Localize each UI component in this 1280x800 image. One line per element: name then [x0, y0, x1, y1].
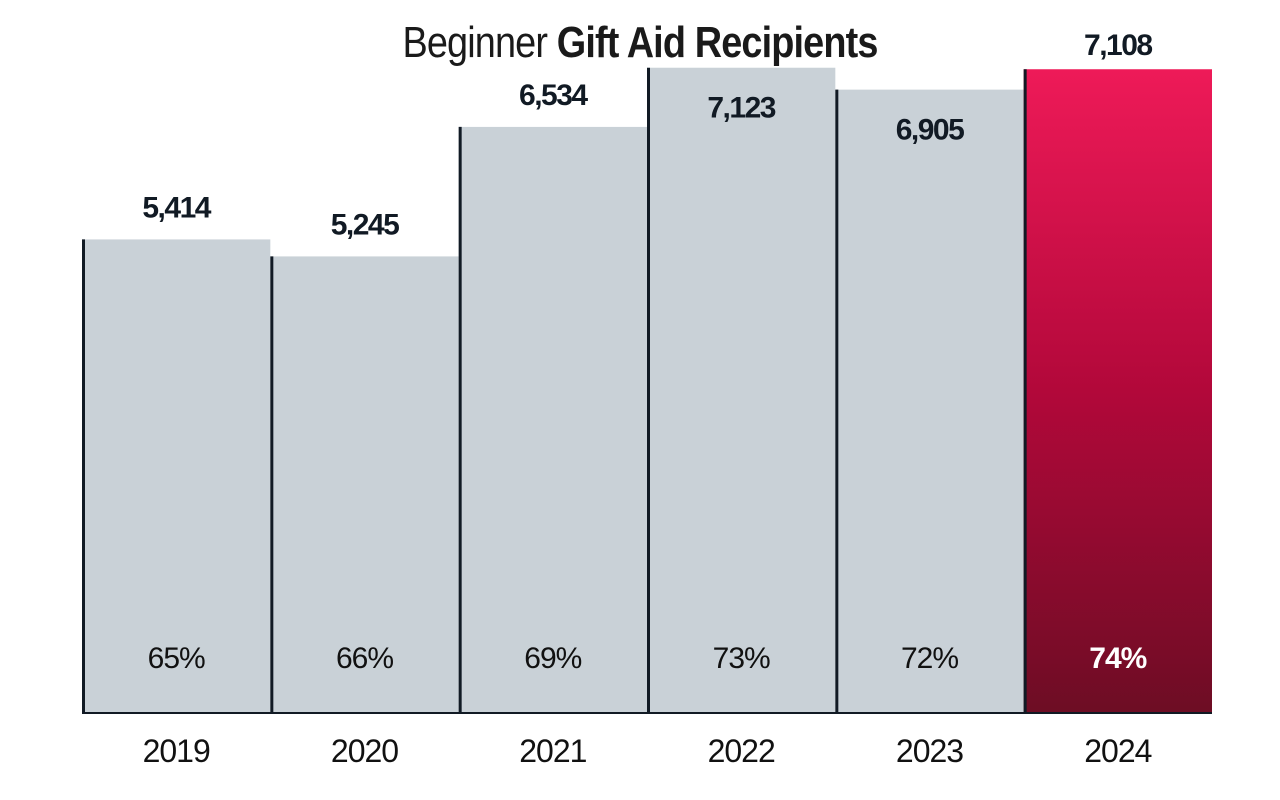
title-main: Gift Aid Recipients: [556, 18, 879, 67]
value-label: 6,534: [519, 79, 588, 112]
percent-label: 72%: [901, 642, 958, 675]
percent-label: 65%: [148, 642, 205, 675]
percent-label: 74%: [1089, 642, 1146, 675]
x-tick-label: 2024: [1084, 733, 1151, 769]
x-tick-label: 2023: [896, 733, 963, 769]
bars-group: [82, 67, 1212, 714]
x-tick-label: 2022: [708, 733, 775, 769]
bar-2024: [1023, 69, 1212, 714]
bar-2023: [835, 89, 1024, 713]
bar-2020: [270, 256, 459, 713]
x-tick-label: 2020: [331, 733, 398, 769]
labels-group: 5,414 65% 2019 5,245 66% 2020 6,534 69% 2021 7,12…: [142, 29, 1154, 769]
percent-label: 69%: [524, 642, 581, 675]
value-label: 7,123: [707, 92, 775, 125]
x-tick-label: 2019: [143, 733, 210, 769]
chart-title: Beginner Gift Aid Recipients: [90, 18, 1191, 68]
value-label: 5,245: [331, 208, 399, 241]
percent-label: 66%: [336, 642, 393, 675]
value-label: 5,414: [142, 191, 211, 224]
value-label: 7,108: [1084, 29, 1152, 62]
value-label: 6,905: [896, 114, 964, 147]
bar-2019: [82, 239, 271, 713]
x-tick-label: 2021: [519, 733, 586, 769]
bar-2022: [647, 67, 836, 713]
percent-label: 73%: [713, 642, 770, 675]
bar-2021: [458, 126, 647, 713]
title-prefix: Beginner: [402, 18, 548, 67]
